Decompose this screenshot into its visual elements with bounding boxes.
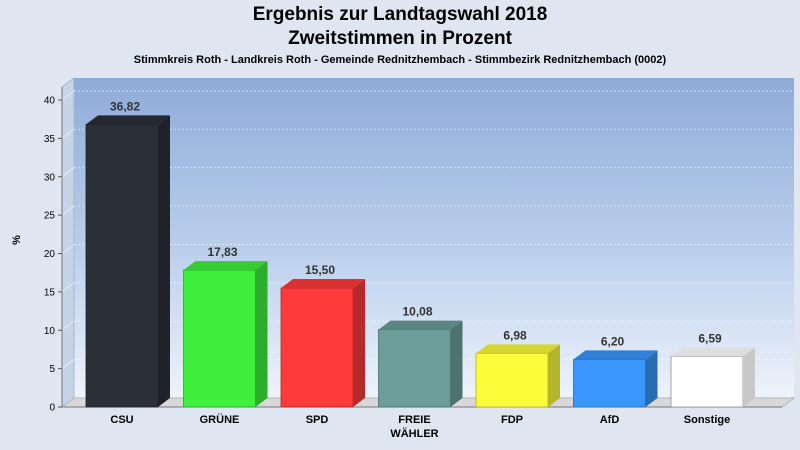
bar-value-label: 6,98 <box>503 328 527 342</box>
grid-line-side <box>61 244 75 254</box>
bar-front <box>280 287 354 408</box>
bar-freie-wähler <box>378 320 463 408</box>
bar-spd <box>280 279 365 408</box>
bar-top <box>671 347 755 357</box>
category-label: WÄHLER <box>390 427 438 440</box>
bar-front <box>573 359 646 408</box>
bar-side <box>158 115 170 408</box>
category-label: GRÜNE <box>200 413 240 426</box>
category-label: CSU <box>110 414 133 426</box>
bar-side <box>450 320 463 407</box>
grid-line-side <box>61 359 75 370</box>
bar-side <box>548 344 560 407</box>
y-axis-label: % <box>11 235 23 245</box>
y-tick-label: 35 <box>44 134 56 145</box>
bar-grüne <box>183 261 268 408</box>
grid-line-side <box>61 90 75 101</box>
bar-top <box>281 279 365 289</box>
grid-line-side <box>61 205 75 216</box>
bar-top <box>378 320 463 330</box>
bar-side <box>255 261 268 407</box>
category-label: SPD <box>306 414 329 426</box>
y-tick-label: 40 <box>44 96 56 107</box>
bar-value-label: 36,82 <box>110 99 140 113</box>
bar-value-label: 15,50 <box>305 263 335 277</box>
category-label: FDP <box>501 414 523 426</box>
bar-side <box>353 279 365 407</box>
category-label: Sonstige <box>684 414 730 426</box>
plot-side-wall <box>61 77 75 408</box>
bar-front <box>183 269 256 408</box>
bar-front <box>378 329 451 408</box>
bar-side <box>743 347 755 407</box>
bar-value-label: 10,08 <box>402 305 432 319</box>
bar-front <box>670 356 744 408</box>
chart-title-line2: Zweitstimmen in Prozent <box>288 28 512 49</box>
category-label: FREIE <box>398 414 430 426</box>
y-tick-label: 30 <box>44 172 56 183</box>
chart-subtitle: Stimmkreis Roth - Landkreis Roth - Gemei… <box>133 54 667 66</box>
bar-side <box>645 350 658 407</box>
category-label: AfD <box>600 414 620 426</box>
bar-csu <box>85 115 170 408</box>
bar-front <box>85 124 159 408</box>
y-tick-label: 15 <box>44 287 56 298</box>
bar-value-label: 6,59 <box>698 331 722 345</box>
y-tick-label: 20 <box>44 249 56 260</box>
bar-sonstige <box>670 347 755 408</box>
bar-front <box>475 353 549 408</box>
grid-line-side <box>61 282 75 293</box>
y-tick-label: 25 <box>44 211 56 222</box>
bar-afd <box>573 350 658 408</box>
y-tick-label: 10 <box>44 326 56 337</box>
bar-top <box>573 350 658 360</box>
bar-top <box>183 261 268 271</box>
grid-line-side <box>61 320 75 331</box>
bar-top <box>476 344 560 354</box>
y-tick-label: 5 <box>49 364 55 375</box>
chart-title: Ergebnis zur Landtagswahl 2018 <box>252 4 548 25</box>
bar-top <box>86 115 170 125</box>
bar-fdp <box>475 344 560 408</box>
bar-value-label: 6,20 <box>601 334 625 348</box>
grid-line-side <box>61 128 75 139</box>
y-tick-label: 0 <box>49 403 55 414</box>
bar-value-label: 17,83 <box>207 245 237 259</box>
grid-line-side <box>61 167 75 178</box>
